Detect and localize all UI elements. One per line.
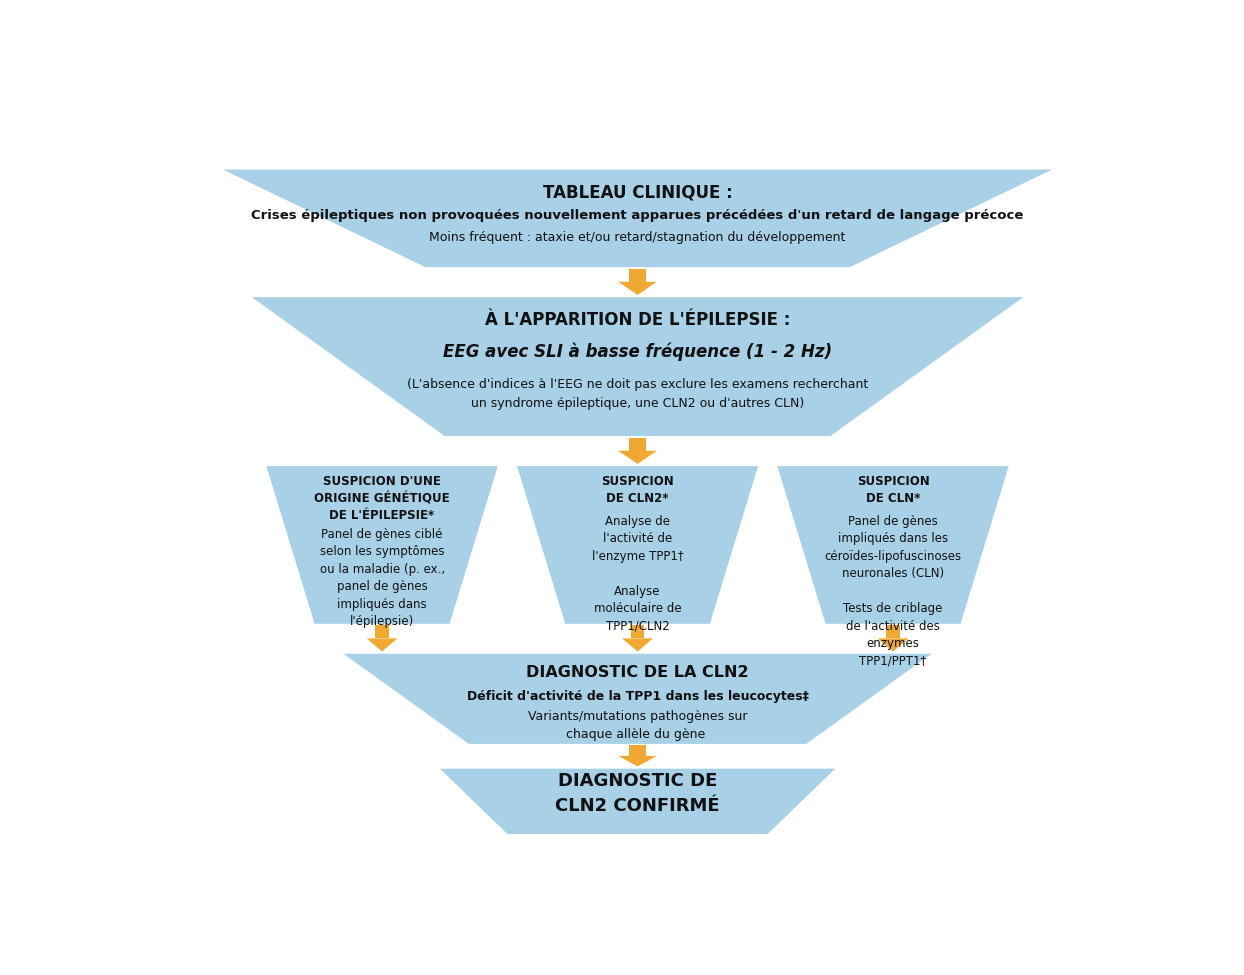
Text: Panel de gènes
impliqués dans les
céroïdes-lipofuscinoses
neuronales (CLN)

Test: Panel de gènes impliqués dans les céroïd…: [825, 515, 962, 668]
Polygon shape: [223, 170, 1052, 267]
Polygon shape: [622, 639, 653, 651]
Text: Déficit d'activité de la TPP1 dans les leucocytes‡: Déficit d'activité de la TPP1 dans les l…: [466, 690, 809, 703]
Polygon shape: [886, 625, 899, 639]
Polygon shape: [618, 282, 657, 294]
Polygon shape: [629, 745, 646, 756]
Text: (L'absence d'indices à l'EEG ne doit pas exclure les examens recherchant
un synd: (L'absence d'indices à l'EEG ne doit pas…: [407, 378, 868, 410]
Text: EEG avec SLI à basse fréquence (1 - 2 Hz): EEG avec SLI à basse fréquence (1 - 2 Hz…: [443, 342, 832, 361]
Polygon shape: [618, 756, 657, 766]
Text: DIAGNOSTIC DE
CLN2 CONFIRMÉ: DIAGNOSTIC DE CLN2 CONFIRMÉ: [555, 772, 720, 815]
Text: Analyse de
l'activité de
l'enzyme TPP1†

Analyse
moléculaire de
TPP1/CLN2: Analyse de l'activité de l'enzyme TPP1† …: [592, 515, 683, 633]
Polygon shape: [629, 269, 646, 282]
Polygon shape: [440, 768, 835, 834]
Polygon shape: [343, 654, 932, 744]
Polygon shape: [518, 466, 758, 624]
Polygon shape: [367, 639, 398, 651]
Polygon shape: [877, 639, 908, 651]
Polygon shape: [631, 625, 644, 639]
Polygon shape: [376, 625, 389, 639]
Text: Crises épileptiques non provoquées nouvellement apparues précédées d'un retard d: Crises épileptiques non provoquées nouve…: [251, 209, 1024, 221]
Text: Moins fréquent : ataxie et/ou retard/stagnation du développement: Moins fréquent : ataxie et/ou retard/sta…: [429, 231, 846, 244]
Text: DIAGNOSTIC DE LA CLN2: DIAGNOSTIC DE LA CLN2: [526, 665, 749, 680]
Text: Variants/mutations pathogènes sur
chaque allèle du gène: Variants/mutations pathogènes sur chaque…: [527, 710, 748, 741]
Polygon shape: [618, 450, 657, 464]
Text: SUSPICION
DE CLN2*: SUSPICION DE CLN2*: [601, 475, 674, 505]
Text: SUSPICION D'UNE
ORIGINE GÉNÉTIQUE
DE L'ÉPILEPSIE*: SUSPICION D'UNE ORIGINE GÉNÉTIQUE DE L'É…: [315, 475, 450, 522]
Text: Panel de gènes ciblé
selon les symptômes
ou la maladie (p. ex.,
panel de gènes
i: Panel de gènes ciblé selon les symptômes…: [320, 527, 444, 628]
Polygon shape: [266, 466, 498, 624]
Polygon shape: [251, 297, 1024, 436]
Text: TABLEAU CLINIQUE :: TABLEAU CLINIQUE :: [542, 183, 733, 201]
Polygon shape: [629, 438, 646, 450]
Polygon shape: [778, 466, 1009, 624]
Text: SUSPICION
DE CLN*: SUSPICION DE CLN*: [857, 475, 929, 505]
Text: À L'APPARITION DE L'ÉPILEPSIE :: À L'APPARITION DE L'ÉPILEPSIE :: [485, 311, 790, 329]
